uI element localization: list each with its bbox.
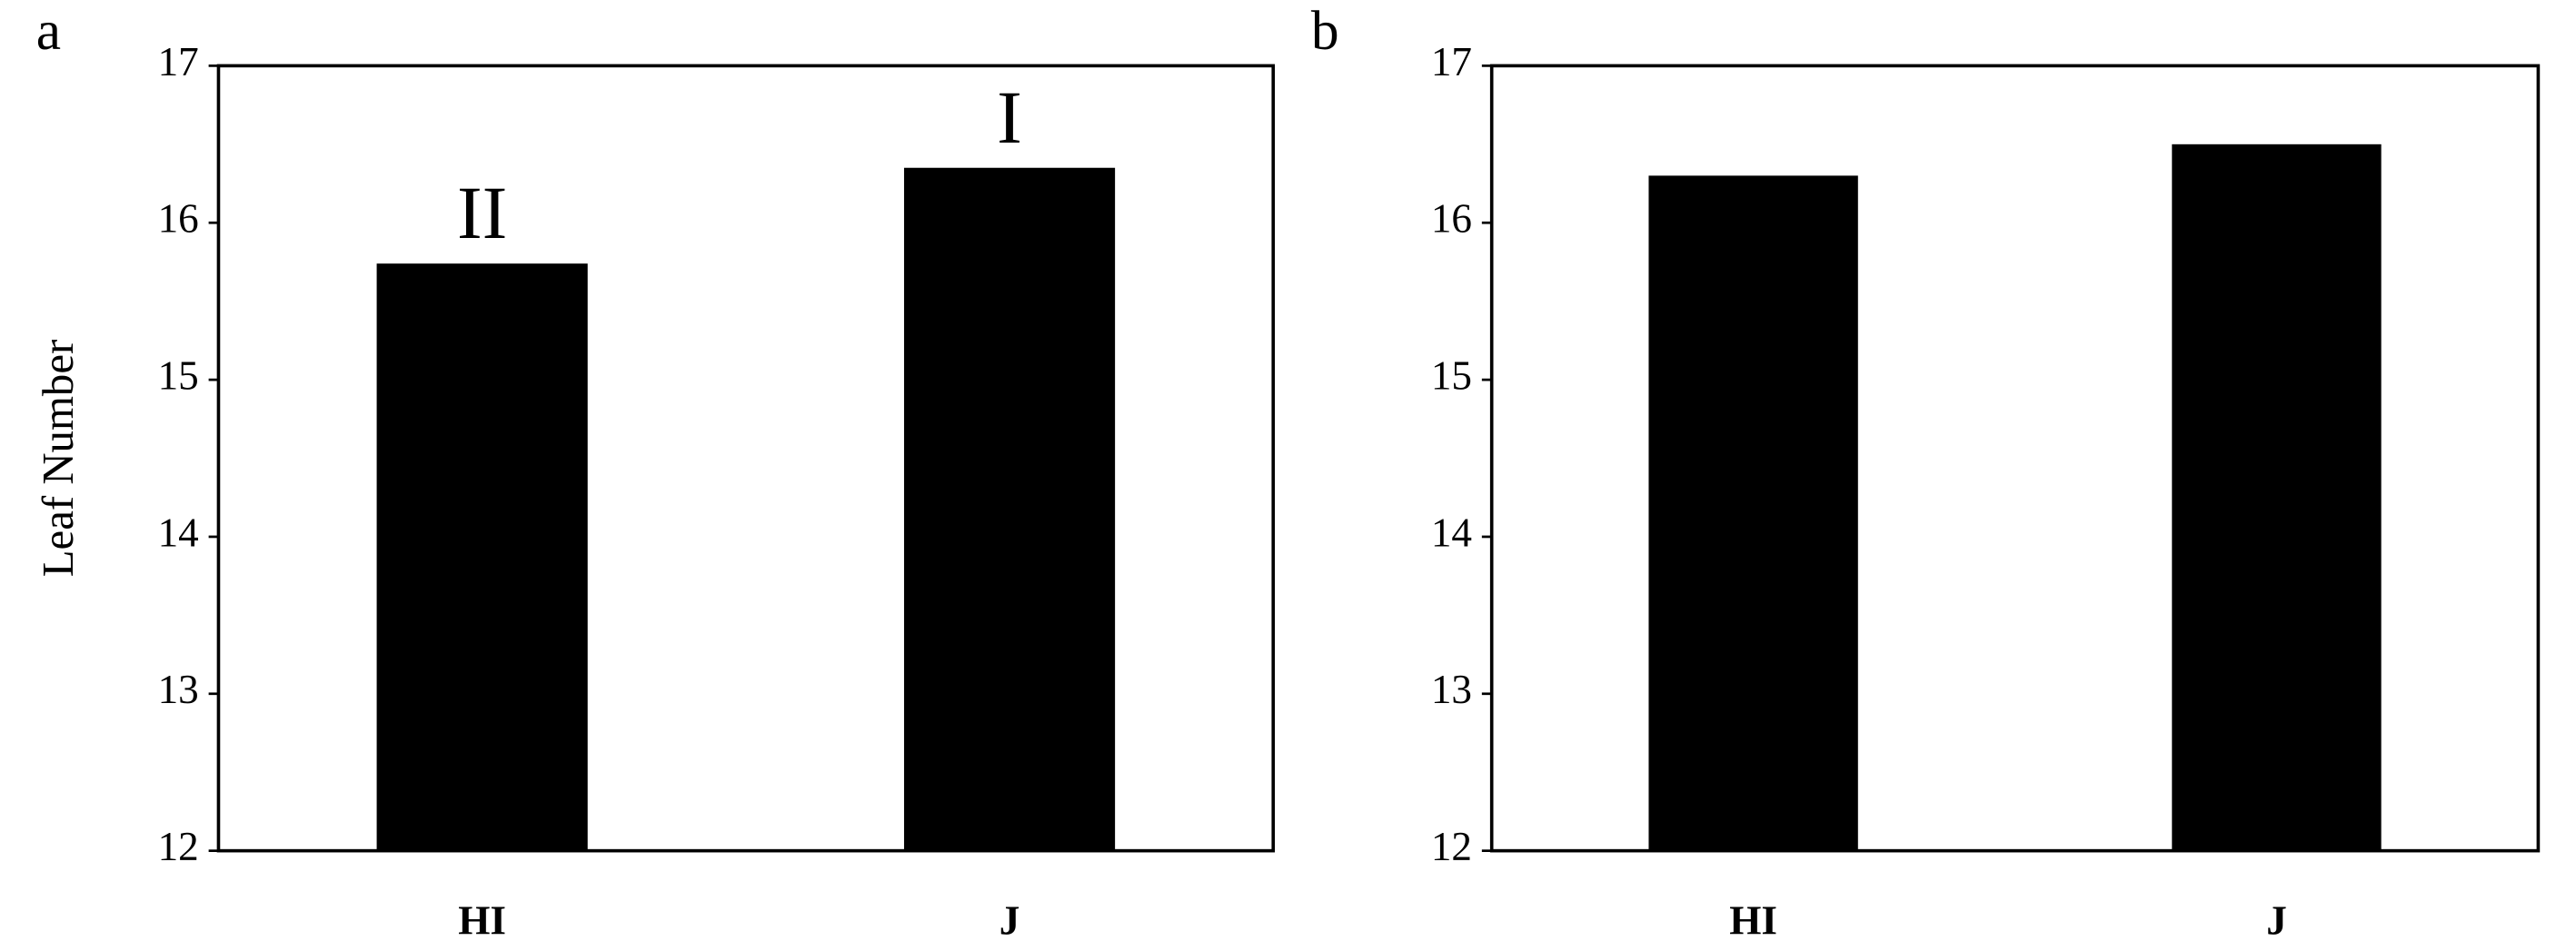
- bar: [376, 263, 588, 851]
- plot-frame: [1489, 64, 2541, 853]
- y-tick-label: 14: [158, 510, 199, 555]
- x-tick-label: J: [2266, 897, 2287, 943]
- y-tick-label: 17: [1431, 39, 1472, 84]
- y-tick-label: 12: [158, 824, 199, 869]
- y-tick-label: 15: [1431, 352, 1472, 398]
- plot-frame: [216, 64, 1276, 853]
- x-tick-label: HI: [458, 897, 506, 943]
- bar: [1648, 175, 1858, 851]
- panel-label: a: [36, 0, 61, 62]
- y-tick-label: 15: [158, 352, 199, 398]
- y-tick-label: 16: [1431, 196, 1472, 242]
- y-tick-label: 17: [158, 39, 199, 84]
- y-tick-label: 13: [158, 667, 199, 712]
- bar: [903, 167, 1116, 851]
- x-tick-label: J: [1000, 897, 1020, 943]
- bar-annotation: II: [457, 171, 507, 254]
- panel-label: b: [1311, 0, 1339, 62]
- y-tick-label: 13: [1431, 667, 1472, 712]
- y-tick-label: 14: [1431, 510, 1472, 555]
- bar: [2172, 144, 2382, 851]
- bar-annotation: I: [997, 75, 1022, 159]
- y-axis-label: Leaf Number: [34, 340, 83, 577]
- y-tick-label: 16: [158, 196, 199, 242]
- x-tick-label: HI: [1729, 897, 1777, 943]
- y-tick-label: 12: [1431, 824, 1472, 869]
